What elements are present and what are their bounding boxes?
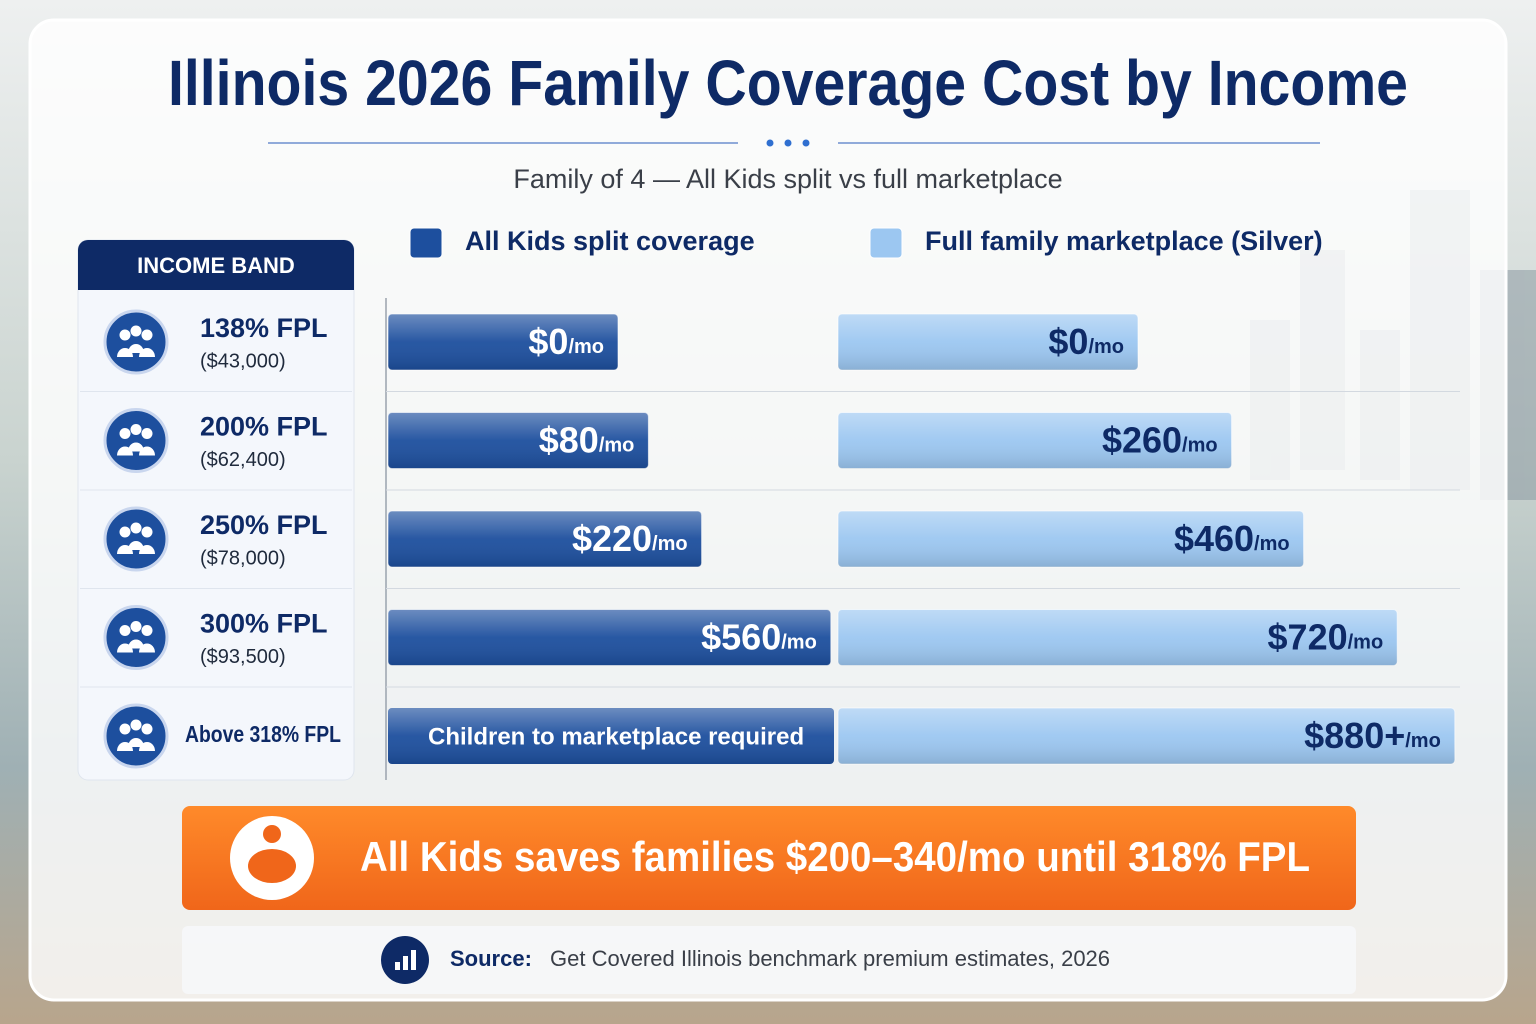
people-icon-head	[130, 719, 142, 731]
people-icon-head	[119, 428, 131, 439]
people-icon-head	[130, 621, 142, 632]
category-label: 200% FPL	[200, 412, 328, 442]
people-icon-body	[128, 639, 144, 649]
value-number: $720	[1268, 616, 1348, 657]
chart-title: Illinois 2026 Family Coverage Cost by In…	[168, 47, 1408, 119]
value-unit: /mo	[1348, 632, 1384, 654]
people-icon	[103, 506, 169, 572]
people-icon-head	[141, 723, 153, 735]
category-label: 138% FPL	[200, 313, 328, 343]
value-unit: /mo	[1405, 730, 1441, 752]
legend-label: All Kids split coverage	[465, 226, 755, 256]
bar-gloss	[838, 609, 1398, 666]
value-number: $0	[1048, 321, 1088, 362]
piggy-icon	[248, 849, 296, 883]
bar-gloss	[838, 708, 1455, 764]
people-icon-head	[141, 329, 153, 341]
value-label: $80/mo	[539, 419, 635, 460]
value-number: $880+	[1304, 715, 1405, 756]
bar-gloss	[838, 511, 1304, 567]
bar-gloss	[388, 609, 831, 666]
value-unit: /mo	[1182, 435, 1218, 457]
category-sublabel: ($62,400)	[200, 449, 286, 471]
source-text: Get Covered Illinois benchmark premium e…	[550, 946, 1110, 971]
people-icon	[103, 309, 169, 375]
people-icon-head	[141, 625, 153, 636]
people-icon	[103, 605, 169, 670]
people-icon-body	[128, 738, 144, 747]
category-sublabel: ($78,000)	[200, 547, 286, 569]
value-label: $220/mo	[572, 518, 688, 559]
bar-gloss	[388, 511, 702, 567]
value-unit: /mo	[568, 336, 604, 358]
source-label: Source:	[450, 946, 532, 971]
category-label: 250% FPL	[200, 510, 328, 540]
value-number: $220	[572, 518, 652, 559]
people-icon-head	[119, 723, 131, 735]
people-icon-body	[128, 344, 144, 353]
source-icon-bars	[395, 950, 416, 970]
value-label: $0/mo	[1048, 321, 1124, 362]
people-icon	[103, 408, 169, 473]
source-box	[182, 926, 1356, 994]
bar-gloss	[838, 314, 1138, 370]
value-unit: /mo	[781, 632, 817, 654]
divider-dots	[766, 139, 810, 147]
bar-gloss	[388, 708, 834, 764]
bar-gloss	[838, 412, 1232, 469]
value-number: $460	[1174, 518, 1254, 559]
callout-text: All Kids saves families $200–340/mo unti…	[360, 833, 1310, 880]
value-number: $560	[701, 616, 781, 657]
value-label: $880+/mo	[1304, 715, 1441, 756]
value-label: $720/mo	[1268, 616, 1384, 657]
category-header-bg	[78, 240, 354, 290]
people-icon-head	[119, 526, 131, 538]
people-icon-body	[128, 541, 144, 550]
legend-swatch	[869, 227, 903, 259]
category-sublabel: ($43,000)	[200, 350, 286, 372]
category-label: 300% FPL	[200, 609, 328, 639]
category-label: Above 318% FPL	[185, 721, 341, 747]
people-icon	[103, 703, 169, 769]
value-number: $260	[1102, 419, 1182, 460]
subtitle: Family of 4 — All Kids split vs full mar…	[513, 164, 1062, 194]
value-unit: /mo	[1254, 533, 1290, 555]
people-icon-body	[128, 442, 144, 452]
value-unit: /mo	[652, 533, 688, 555]
people-icon-head	[130, 325, 142, 337]
legend-swatch	[409, 227, 443, 259]
value-label: $460/mo	[1174, 518, 1290, 559]
bar-gloss	[388, 314, 618, 370]
people-icon-head	[119, 329, 131, 341]
people-icon-head	[130, 522, 142, 534]
value-number: $80	[539, 419, 599, 460]
legend-label: Full family marketplace (Silver)	[925, 226, 1323, 256]
category-header: INCOME BAND	[137, 253, 295, 278]
value-label: $560/mo	[701, 616, 817, 657]
callout-box	[182, 806, 1356, 910]
value-unit: /mo	[599, 435, 635, 457]
bar-note: Children to marketplace required	[428, 723, 804, 750]
bar-gloss	[388, 412, 649, 469]
people-icon-head	[119, 625, 131, 636]
value-label: $0/mo	[528, 321, 604, 362]
people-icon-head	[141, 526, 153, 538]
value-unit: /mo	[1088, 336, 1124, 358]
category-sublabel: ($93,500)	[200, 646, 286, 668]
coin-icon	[263, 825, 281, 843]
people-icon-head	[130, 424, 142, 435]
value-label: $260/mo	[1102, 419, 1218, 460]
people-icon-head	[141, 428, 153, 439]
value-number: $0	[528, 321, 568, 362]
